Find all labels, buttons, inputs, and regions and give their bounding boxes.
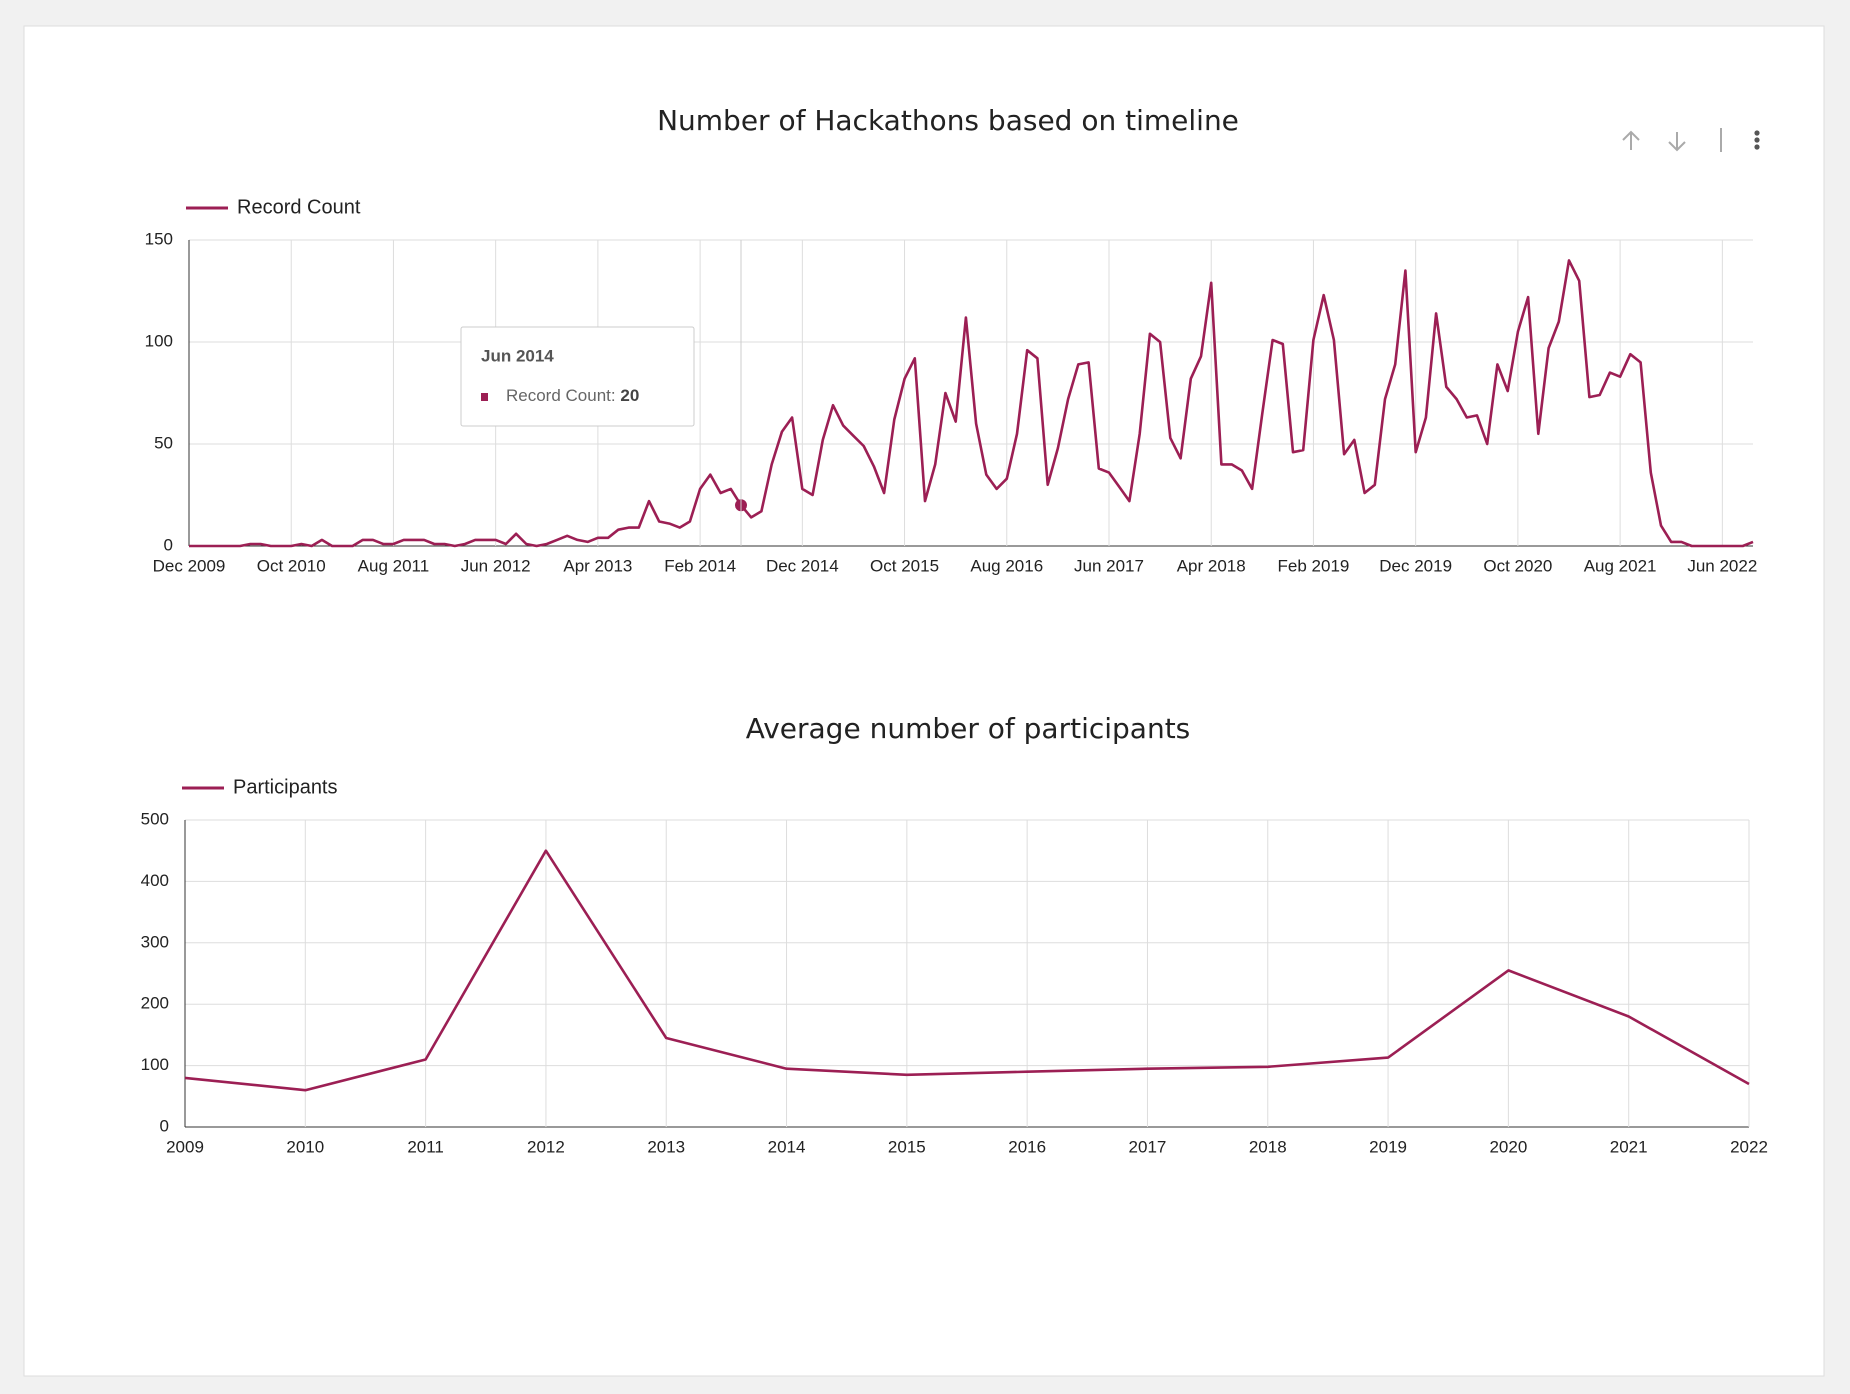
x-tick-label: Feb 2019 <box>1278 556 1350 575</box>
x-tick-label: Oct 2010 <box>257 556 326 575</box>
x-tick-label: Dec 2009 <box>153 556 226 575</box>
y-tick-label: 100 <box>145 331 173 350</box>
sort-down-icon[interactable] <box>1668 132 1686 152</box>
y-tick-label: 0 <box>160 1116 169 1135</box>
y-tick-label: 150 <box>145 229 173 248</box>
x-tick-label: 2013 <box>647 1137 685 1156</box>
x-tick-label: 2012 <box>527 1137 565 1156</box>
tooltip-box <box>460 326 695 427</box>
x-tick-label: 2017 <box>1129 1137 1167 1156</box>
y-tick-label: 300 <box>141 932 169 951</box>
x-tick-label: Aug 2011 <box>358 556 430 575</box>
tooltip-title: Jun 2014 <box>481 346 554 365</box>
x-tick-label: Oct 2020 <box>1483 556 1552 575</box>
y-tick-label: 50 <box>154 433 173 452</box>
x-tick-label: 2016 <box>1008 1137 1046 1156</box>
sort-up-icon[interactable] <box>1622 130 1640 150</box>
tooltip: Jun 2014 Record Count: 20 <box>460 326 695 427</box>
y-tick-label: 100 <box>141 1055 169 1074</box>
x-tick-label: 2015 <box>888 1137 926 1156</box>
x-tick-label: Apr 2013 <box>563 556 632 575</box>
x-tick-label: Dec 2019 <box>1379 556 1452 575</box>
y-tick-label: 400 <box>141 871 169 890</box>
x-tick-label: Aug 2021 <box>1584 556 1657 575</box>
x-tick-label: 2022 <box>1730 1137 1768 1156</box>
x-tick-label: 2014 <box>768 1137 806 1156</box>
tooltip-series: Record Count: <box>506 386 616 405</box>
x-tick-label: Aug 2016 <box>970 556 1043 575</box>
chart-title: Number of Hackathons based on timeline <box>657 104 1239 137</box>
x-tick-label: Jun 2017 <box>1074 556 1144 575</box>
y-tick-label: 200 <box>141 994 169 1013</box>
x-tick-label: 2019 <box>1369 1137 1407 1156</box>
legend-label: Participants <box>233 776 338 798</box>
x-tick-label: 2018 <box>1249 1137 1287 1156</box>
x-tick-label: 2009 <box>166 1137 204 1156</box>
line-series <box>189 259 1754 548</box>
y-tick-label: 500 <box>141 809 169 828</box>
x-tick-label: 2011 <box>407 1137 444 1156</box>
more-icon[interactable] <box>1754 130 1760 150</box>
legend-label: Record Count <box>237 196 361 218</box>
x-tick-label: Jun 2012 <box>461 556 531 575</box>
card <box>23 25 1825 1377</box>
tooltip-marker <box>481 393 488 401</box>
x-tick-label: Apr 2018 <box>1177 556 1246 575</box>
x-tick-label: 2010 <box>286 1137 324 1156</box>
tooltip-label: Record Count: 20 <box>506 386 639 405</box>
x-tick-label: Dec 2014 <box>766 556 839 575</box>
tooltip-value: 20 <box>620 386 639 405</box>
x-tick-label: 2020 <box>1489 1137 1527 1156</box>
line-series <box>184 849 1750 1092</box>
x-tick-label: 2021 <box>1610 1137 1648 1156</box>
x-tick-label: Feb 2014 <box>664 556 736 575</box>
toolbar <box>1622 128 1760 152</box>
y-tick-label: 0 <box>164 535 173 554</box>
x-tick-label: Jun 2022 <box>1687 556 1757 575</box>
x-tick-label: Oct 2015 <box>870 556 939 575</box>
chart-title: Average number of participants <box>746 712 1191 745</box>
